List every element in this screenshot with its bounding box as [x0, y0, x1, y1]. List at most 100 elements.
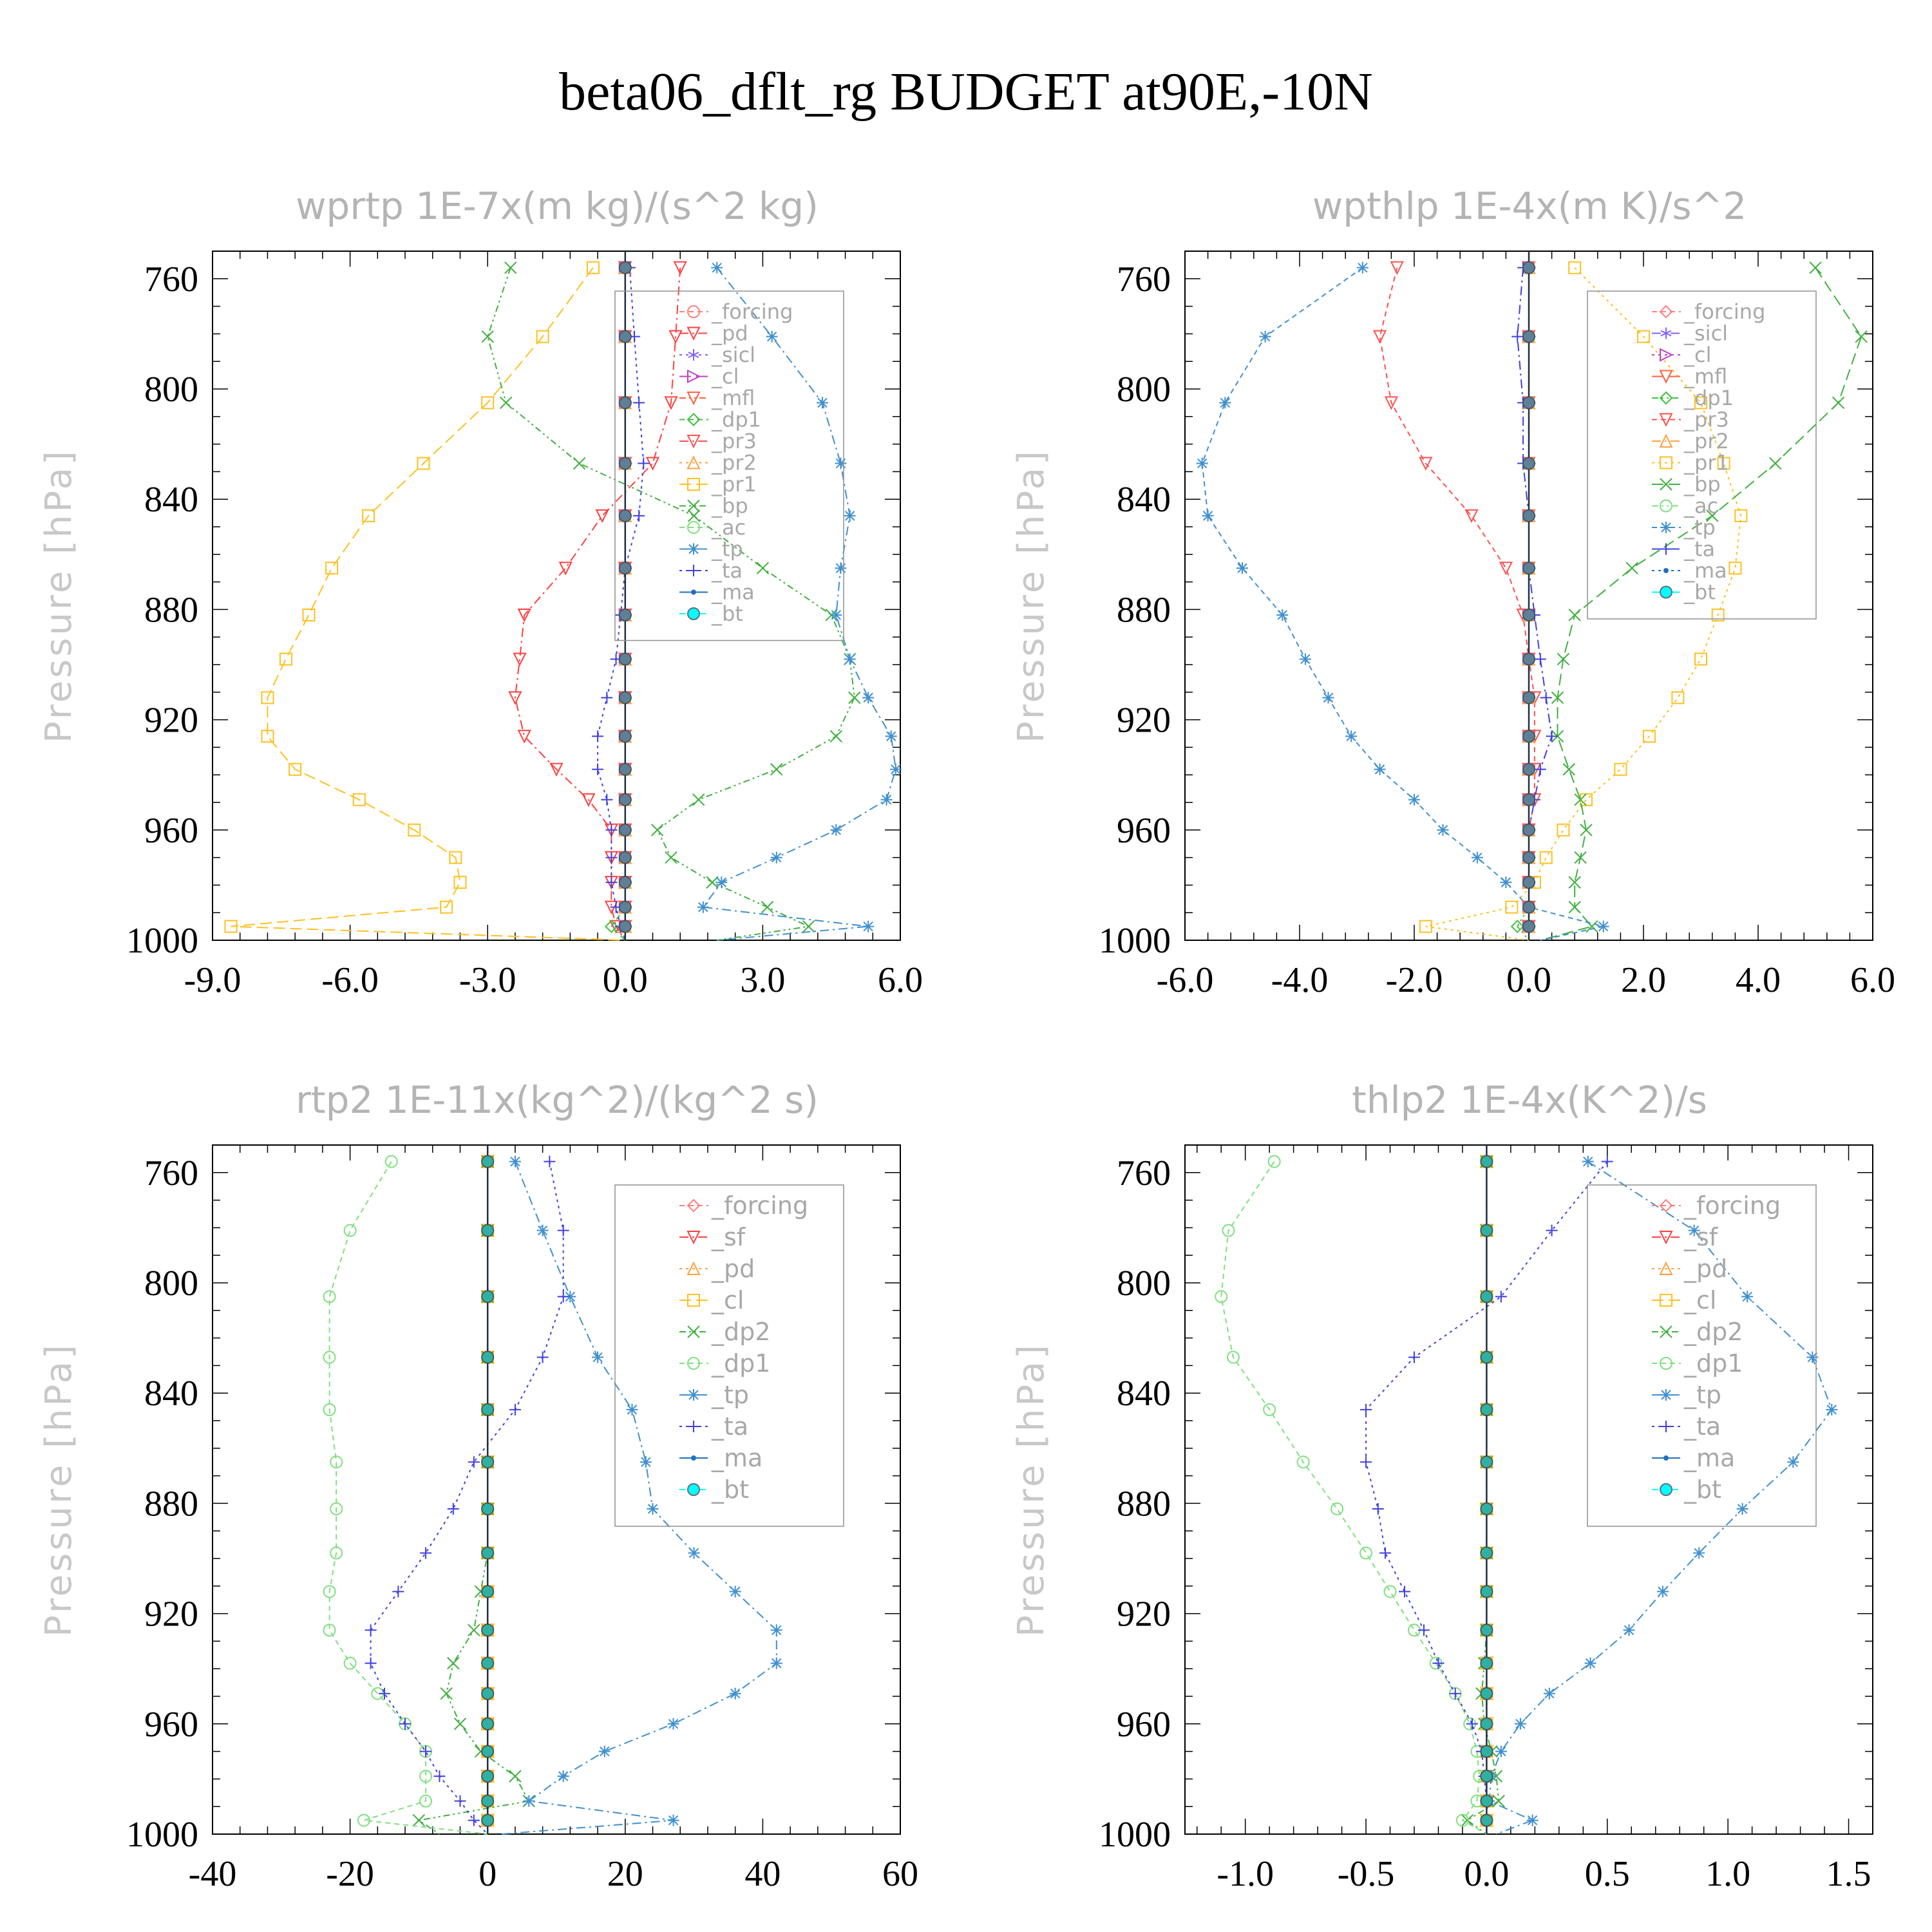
data-point [557, 1291, 569, 1303]
bt-marker [619, 562, 632, 574]
legend-label: _bt [1683, 580, 1716, 605]
legend-marker [1660, 1389, 1672, 1401]
legend-label: _pr3 [711, 429, 757, 453]
legend: _forcing_sicl_cl_mfl_dp1_pr3_pr2_pr1_bp_… [1587, 290, 1817, 620]
data-point [664, 396, 678, 410]
data-point [536, 1224, 549, 1236]
data-point [323, 1350, 336, 1364]
data-point [323, 1585, 336, 1598]
legend-box [614, 290, 844, 641]
legend-label: _ma [1683, 1444, 1735, 1472]
data-point [829, 730, 843, 743]
data-point [1688, 1224, 1700, 1236]
data-point [595, 509, 609, 524]
data-point [573, 457, 586, 470]
data-point [1345, 730, 1358, 743]
legend-marker [687, 305, 700, 318]
legend-label: _cl [1683, 1286, 1716, 1314]
data-point [1601, 1155, 1613, 1168]
legend-label: _dp1 [711, 408, 761, 432]
y-tick-label: 840 [1117, 1374, 1171, 1414]
data-point [668, 330, 683, 344]
data-point [605, 920, 618, 934]
y-tick-label: 760 [144, 260, 198, 299]
data-point [325, 562, 339, 575]
data-point [1694, 652, 1707, 666]
legend-marker [1660, 522, 1672, 533]
y-tick-label: 800 [1117, 1264, 1171, 1303]
y-tick-label: 880 [144, 590, 198, 630]
data-point [1390, 261, 1404, 275]
bt-marker [481, 1455, 494, 1468]
data-point [1263, 1403, 1276, 1416]
data-point [279, 652, 292, 666]
y-tick-label: 1000 [1099, 921, 1171, 961]
legend-marker [687, 1231, 701, 1245]
data-point [1299, 653, 1311, 665]
data-point [352, 793, 366, 806]
legend-label: _bp [1683, 472, 1721, 497]
legend-marker [1663, 1455, 1669, 1461]
data-point [1372, 330, 1387, 344]
x-tick-label: 40 [744, 1854, 781, 1894]
data-point [1826, 1403, 1838, 1416]
bt-marker [619, 609, 632, 621]
legend-marker [687, 369, 701, 384]
x-tick-label: -2.0 [1386, 960, 1443, 1000]
panel-title: thlp2 1E-4x(K^2)/s [1352, 1078, 1707, 1122]
data-point [1580, 824, 1593, 837]
data-point [835, 457, 847, 469]
data-point [1417, 1624, 1430, 1636]
data-point [1449, 1687, 1461, 1700]
panel-title: wprtp 1E-7x(m kg)/(s^2 kg) [296, 184, 819, 228]
data-point [1461, 1814, 1474, 1827]
data-point [1356, 261, 1368, 274]
legend-marker [1659, 1261, 1673, 1275]
x-tick-label: -0.5 [1338, 1854, 1395, 1894]
data-point [323, 1290, 336, 1303]
data-point [802, 920, 815, 933]
data-point [544, 1155, 556, 1168]
legend-label: _cl [711, 1286, 744, 1314]
legend-marker [688, 349, 699, 361]
legend-marker [687, 1483, 700, 1496]
legend-marker [687, 521, 700, 534]
y-tick-label: 840 [1117, 480, 1171, 520]
bt-marker [619, 824, 632, 837]
legend-marker [1660, 348, 1674, 362]
x-tick-label: 20 [607, 1854, 643, 1894]
data-point [729, 1586, 741, 1598]
y-tick-label: 880 [1117, 590, 1171, 630]
legend-marker [1660, 478, 1672, 491]
bt-marker [1522, 609, 1535, 621]
legend-marker [691, 589, 696, 595]
legend-marker [1660, 1357, 1672, 1370]
data-point [770, 851, 782, 864]
data-point [1331, 1502, 1344, 1515]
bt-marker [619, 457, 632, 470]
legend-label: _ta [711, 1412, 748, 1441]
legend: _forcing _sf _pd _cl _dp2 _dp1 _tp _ta _ma _bt [1587, 1184, 1817, 1527]
y-tick-label: 800 [144, 1264, 198, 1303]
data-point [1495, 1291, 1507, 1303]
chart-panel: wprtp 1E-7x(m kg)/(s^2 kg) Pressure [hPa]… [38, 184, 923, 1000]
legend-marker [1659, 413, 1673, 427]
y-tick-label: 1000 [126, 1815, 198, 1855]
legend-label: _sf [1683, 1223, 1719, 1251]
data-point [509, 1155, 521, 1168]
legend-label: _forcing [711, 1191, 808, 1220]
data-series [1540, 261, 1868, 941]
data-point [639, 1456, 652, 1468]
data-point [1267, 1155, 1281, 1168]
data-point [605, 851, 618, 864]
y-tick-label: 960 [1117, 811, 1171, 851]
x-tick-label: -3.0 [459, 960, 516, 1000]
data-point [1408, 793, 1420, 806]
legend-label: _ac [711, 515, 746, 540]
data-point [1492, 1794, 1505, 1808]
bt-marker [1480, 1585, 1493, 1598]
legend-marker [687, 413, 701, 426]
data-point [454, 1795, 466, 1807]
series-line [1365, 1161, 1608, 1834]
